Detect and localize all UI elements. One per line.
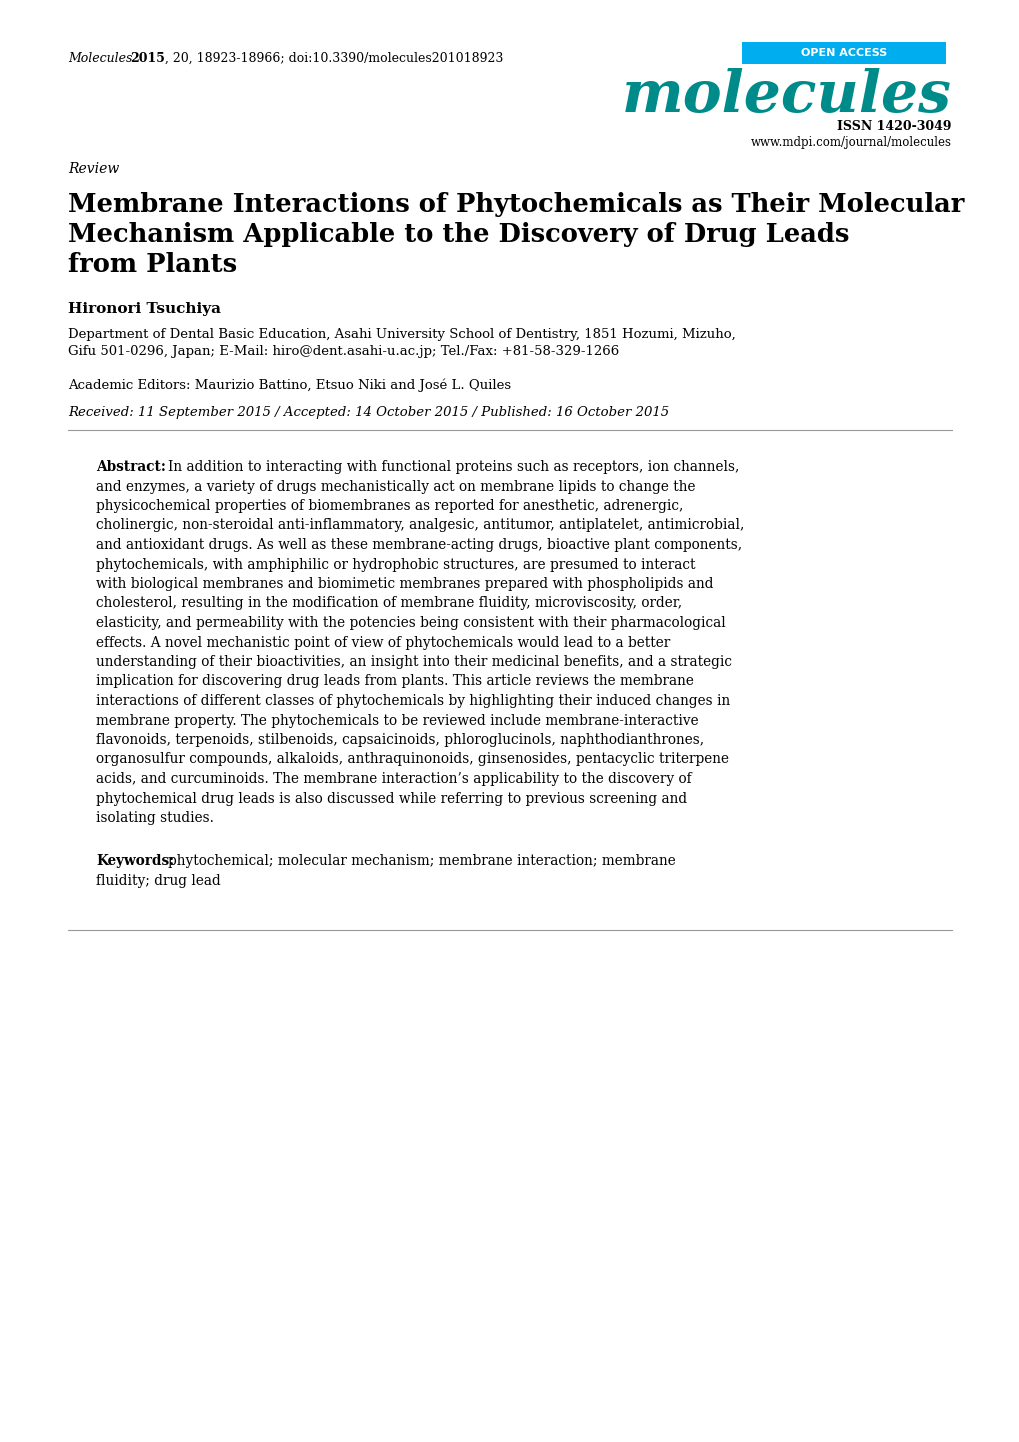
Text: Gifu 501-0296, Japan; E-Mail: hiro@dent.asahi-u.ac.jp; Tel./Fax: +81-58-329-1266: Gifu 501-0296, Japan; E-Mail: hiro@dent.… xyxy=(68,345,619,358)
Bar xyxy=(741,42,945,63)
Text: understanding of their bioactivities, an insight into their medicinal benefits, : understanding of their bioactivities, an… xyxy=(96,655,732,669)
Text: Abstract:: Abstract: xyxy=(96,460,166,474)
Text: isolating studies.: isolating studies. xyxy=(96,810,214,825)
Text: Review: Review xyxy=(68,162,119,176)
Text: implication for discovering drug leads from plants. This article reviews the mem: implication for discovering drug leads f… xyxy=(96,675,693,688)
Text: cholesterol, resulting in the modification of membrane fluidity, microviscosity,: cholesterol, resulting in the modificati… xyxy=(96,597,682,610)
Text: molecules: molecules xyxy=(622,68,951,124)
Text: from Plants: from Plants xyxy=(68,252,236,277)
Text: phytochemical drug leads is also discussed while referring to previous screening: phytochemical drug leads is also discuss… xyxy=(96,792,687,806)
Text: Received: 11 September 2015 / Accepted: 14 October 2015 / Published: 16 October : Received: 11 September 2015 / Accepted: … xyxy=(68,407,668,420)
Text: Membrane Interactions of Phytochemicals as Their Molecular: Membrane Interactions of Phytochemicals … xyxy=(68,192,963,216)
Text: cholinergic, non-steroidal anti-inflammatory, analgesic, antitumor, antiplatelet: cholinergic, non-steroidal anti-inflamma… xyxy=(96,519,744,532)
Text: , 20, 18923-18966; doi:10.3390/molecules201018923: , 20, 18923-18966; doi:10.3390/molecules… xyxy=(165,52,503,65)
Text: and antioxidant drugs. As well as these membrane-acting drugs, bioactive plant c: and antioxidant drugs. As well as these … xyxy=(96,538,742,552)
Text: In addition to interacting with functional proteins such as receptors, ion chann: In addition to interacting with function… xyxy=(168,460,739,474)
Text: Keywords:: Keywords: xyxy=(96,855,174,868)
Text: physicochemical properties of biomembranes as reported for anesthetic, adrenergi: physicochemical properties of biomembran… xyxy=(96,499,683,513)
Text: effects. A novel mechanistic point of view of phytochemicals would lead to a bet: effects. A novel mechanistic point of vi… xyxy=(96,636,669,649)
Text: with biological membranes and biomimetic membranes prepared with phospholipids a: with biological membranes and biomimetic… xyxy=(96,577,713,591)
Text: ISSN 1420-3049: ISSN 1420-3049 xyxy=(837,120,951,133)
Text: membrane property. The phytochemicals to be reviewed include membrane-interactiv: membrane property. The phytochemicals to… xyxy=(96,714,698,728)
Text: Academic Editors: Maurizio Battino, Etsuo Niki and José L. Quiles: Academic Editors: Maurizio Battino, Etsu… xyxy=(68,378,511,391)
Text: OPEN ACCESS: OPEN ACCESS xyxy=(800,48,887,58)
Text: Molecules: Molecules xyxy=(68,52,132,65)
Text: Hironori Tsuchiya: Hironori Tsuchiya xyxy=(68,301,221,316)
Text: phytochemicals, with amphiphilic or hydrophobic structures, are presumed to inte: phytochemicals, with amphiphilic or hydr… xyxy=(96,558,695,571)
Text: interactions of different classes of phytochemicals by highlighting their induce: interactions of different classes of phy… xyxy=(96,694,730,708)
Text: and enzymes, a variety of drugs mechanistically act on membrane lipids to change: and enzymes, a variety of drugs mechanis… xyxy=(96,480,695,493)
Text: acids, and curcuminoids. The membrane interaction’s applicability to the discove: acids, and curcuminoids. The membrane in… xyxy=(96,771,691,786)
Text: phytochemical; molecular mechanism; membrane interaction; membrane: phytochemical; molecular mechanism; memb… xyxy=(168,855,676,868)
Text: Mechanism Applicable to the Discovery of Drug Leads: Mechanism Applicable to the Discovery of… xyxy=(68,222,849,247)
Text: flavonoids, terpenoids, stilbenoids, capsaicinoids, phloroglucinols, naphthodian: flavonoids, terpenoids, stilbenoids, cap… xyxy=(96,733,703,747)
Text: fluidity; drug lead: fluidity; drug lead xyxy=(96,874,220,888)
Text: organosulfur compounds, alkaloids, anthraquinonoids, ginsenosides, pentacyclic t: organosulfur compounds, alkaloids, anthr… xyxy=(96,753,729,767)
Text: www.mdpi.com/journal/molecules: www.mdpi.com/journal/molecules xyxy=(750,136,951,149)
Text: 2015: 2015 xyxy=(129,52,165,65)
Text: Department of Dental Basic Education, Asahi University School of Dentistry, 1851: Department of Dental Basic Education, As… xyxy=(68,327,735,340)
Text: elasticity, and permeability with the potencies being consistent with their phar: elasticity, and permeability with the po… xyxy=(96,616,726,630)
